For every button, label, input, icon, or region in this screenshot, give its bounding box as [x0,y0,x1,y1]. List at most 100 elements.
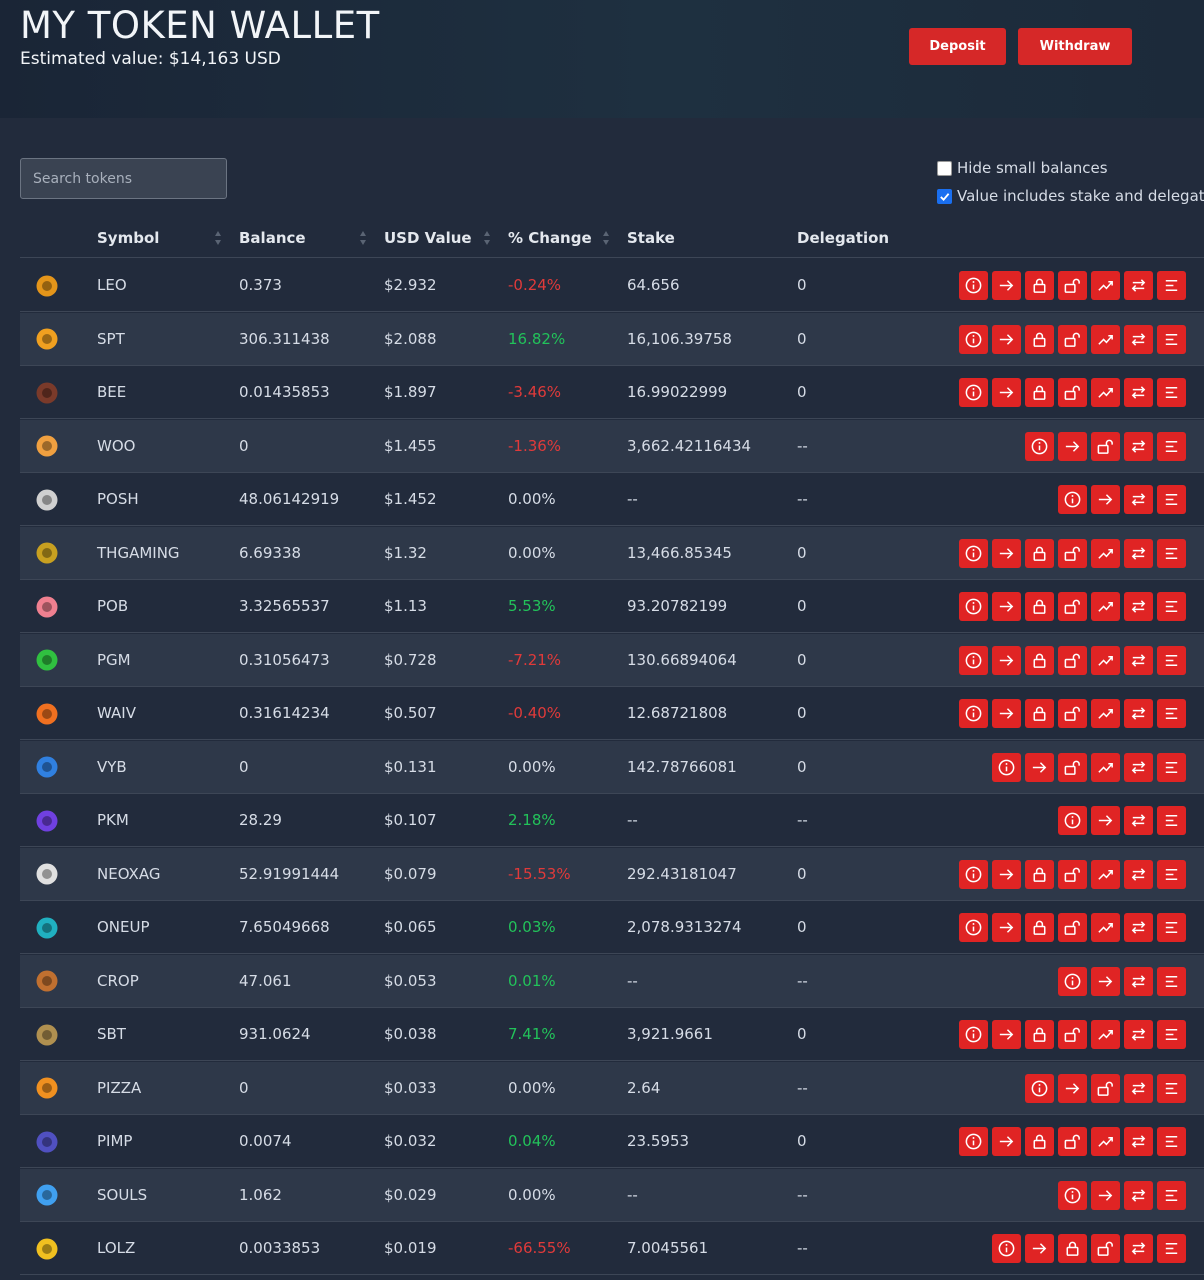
delegate-button[interactable] [1091,1127,1120,1156]
swap-button[interactable] [1124,324,1153,354]
info-button[interactable] [959,1127,988,1156]
unstake-button[interactable] [1058,378,1087,407]
info-button[interactable] [959,1020,988,1049]
info-button[interactable] [959,271,988,300]
sort-icon[interactable] [483,230,491,246]
unstake-button[interactable] [1058,592,1087,621]
info-button[interactable] [992,1234,1021,1263]
transfer-button[interactable] [1025,752,1054,782]
delegate-button[interactable] [1091,645,1120,675]
unstake-button[interactable] [1058,324,1087,354]
include-stake-checkbox[interactable] [937,188,952,204]
sort-icon[interactable] [602,230,610,246]
info-button[interactable] [959,913,988,942]
unstake-button[interactable] [1091,1073,1120,1103]
info-button[interactable] [959,859,988,889]
history-button[interactable] [1157,1127,1186,1156]
transfer-button[interactable] [992,859,1021,889]
transfer-button[interactable] [1058,431,1087,461]
info-button[interactable] [959,538,988,568]
history-button[interactable] [1157,271,1186,300]
info-button[interactable] [1058,1180,1087,1210]
swap-button[interactable] [1124,913,1153,942]
history-button[interactable] [1157,752,1186,782]
stake-button[interactable] [1025,271,1054,300]
history-button[interactable] [1157,699,1186,728]
swap-button[interactable] [1124,752,1153,782]
swap-button[interactable] [1124,645,1153,675]
column-header-symbol[interactable]: Symbol [97,229,160,247]
stake-button[interactable] [1025,913,1054,942]
info-button[interactable] [1025,1073,1054,1103]
swap-button[interactable] [1124,378,1153,407]
transfer-button[interactable] [1025,1234,1054,1263]
stake-button[interactable] [1025,378,1054,407]
delegate-button[interactable] [1091,324,1120,354]
history-button[interactable] [1157,859,1186,889]
unstake-button[interactable] [1058,1127,1087,1156]
hide-small-balances-option[interactable]: Hide small balances [937,158,1108,178]
unstake-button[interactable] [1091,431,1120,461]
unstake-button[interactable] [1058,538,1087,568]
info-button[interactable] [1058,485,1087,514]
unstake-button[interactable] [1058,271,1087,300]
info-button[interactable] [1058,966,1087,996]
stake-button[interactable] [1025,324,1054,354]
transfer-button[interactable] [992,538,1021,568]
history-button[interactable] [1157,1180,1186,1210]
transfer-button[interactable] [992,645,1021,675]
history-button[interactable] [1157,645,1186,675]
swap-button[interactable] [1124,271,1153,300]
history-button[interactable] [1157,966,1186,996]
stake-button[interactable] [1025,699,1054,728]
info-button[interactable] [1058,806,1087,835]
info-button[interactable] [959,592,988,621]
unstake-button[interactable] [1058,699,1087,728]
delegate-button[interactable] [1091,913,1120,942]
search-input[interactable] [20,158,227,199]
sort-icon[interactable] [359,230,367,246]
history-button[interactable] [1157,592,1186,621]
withdraw-button[interactable]: Withdraw [1018,28,1132,65]
delegate-button[interactable] [1091,378,1120,407]
swap-button[interactable] [1124,1180,1153,1210]
stake-button[interactable] [1025,645,1054,675]
swap-button[interactable] [1124,592,1153,621]
transfer-button[interactable] [992,913,1021,942]
transfer-button[interactable] [992,378,1021,407]
delegate-button[interactable] [1091,859,1120,889]
column-header-change[interactable]: % Change [508,229,592,247]
swap-button[interactable] [1124,806,1153,835]
sort-icon[interactable] [214,230,222,246]
swap-button[interactable] [1124,1073,1153,1103]
swap-button[interactable] [1124,1020,1153,1049]
transfer-button[interactable] [992,592,1021,621]
delegate-button[interactable] [1091,752,1120,782]
history-button[interactable] [1157,485,1186,514]
delegate-button[interactable] [1091,1020,1120,1049]
delegate-button[interactable] [1091,271,1120,300]
transfer-button[interactable] [1091,485,1120,514]
transfer-button[interactable] [992,1127,1021,1156]
stake-button[interactable] [1025,592,1054,621]
history-button[interactable] [1157,913,1186,942]
info-button[interactable] [959,699,988,728]
swap-button[interactable] [1124,966,1153,996]
delegate-button[interactable] [1091,592,1120,621]
info-button[interactable] [992,752,1021,782]
transfer-button[interactable] [992,271,1021,300]
transfer-button[interactable] [992,699,1021,728]
delegate-button[interactable] [1091,699,1120,728]
column-header-balance[interactable]: Balance [239,229,306,247]
transfer-button[interactable] [1091,966,1120,996]
column-header-usd-value[interactable]: USD Value [384,229,472,247]
hide-small-balances-checkbox[interactable] [937,160,952,176]
deposit-button[interactable]: Deposit [909,28,1006,65]
swap-button[interactable] [1124,485,1153,514]
unstake-button[interactable] [1058,645,1087,675]
history-button[interactable] [1157,378,1186,407]
unstake-button[interactable] [1058,913,1087,942]
stake-button[interactable] [1025,859,1054,889]
delegate-button[interactable] [1091,538,1120,568]
stake-button[interactable] [1025,1020,1054,1049]
